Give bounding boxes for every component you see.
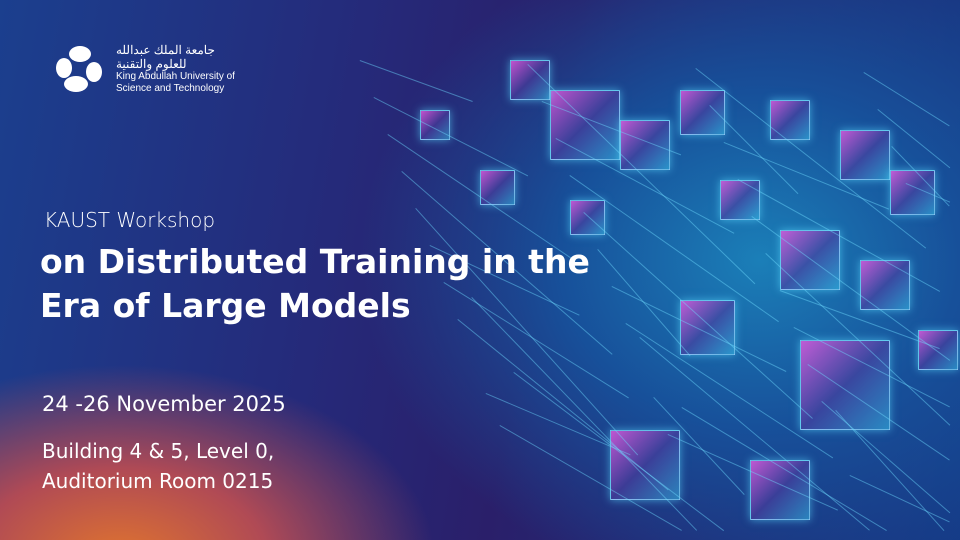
decorative-line xyxy=(471,296,698,531)
decorative-cube xyxy=(750,460,810,520)
kaust-logo: جامعة الملك عبدالله للعلوم والتقنية King… xyxy=(52,42,235,96)
kaust-emblem-icon xyxy=(56,46,102,92)
decorative-line xyxy=(359,60,473,102)
venue-line1: Building 4 & 5, Level 0, xyxy=(42,439,275,463)
event-venue: Building 4 & 5, Level 0, Auditorium Room… xyxy=(42,436,274,496)
title-line1: on Distributed Training in the xyxy=(40,242,590,281)
background-data-cubes-illustration xyxy=(320,0,960,540)
decorative-cube xyxy=(680,300,735,355)
decorative-cube xyxy=(918,330,958,370)
decorative-line xyxy=(695,68,927,249)
decorative-line xyxy=(863,72,950,127)
venue-line2: Auditorium Room 0215 xyxy=(42,469,274,493)
decorative-cube xyxy=(610,430,680,500)
decorative-cube xyxy=(890,170,935,215)
decorative-cube xyxy=(780,230,840,290)
logo-english-line2: Science and Technology xyxy=(116,83,225,94)
decorative-cube xyxy=(570,200,605,235)
event-title: on Distributed Training in the Era of La… xyxy=(40,240,640,328)
event-date: 24 -26 November 2025 xyxy=(42,392,286,416)
decorative-cube xyxy=(860,260,910,310)
logo-arabic-line2: للعلوم والتقنية xyxy=(116,57,187,71)
event-subtitle: KAUST Workshop xyxy=(44,208,216,232)
decorative-cube xyxy=(770,100,810,140)
decorative-cube xyxy=(510,60,550,100)
decorative-cube xyxy=(480,170,515,205)
logo-arabic-line1: جامعة الملك عبدالله xyxy=(116,43,215,57)
decorative-cube xyxy=(680,90,725,135)
decorative-cube xyxy=(420,110,450,140)
decorative-cube xyxy=(550,90,620,160)
logo-english-line1: King Abdullah University of xyxy=(116,71,235,82)
decorative-line xyxy=(373,97,529,177)
decorative-cube xyxy=(720,180,760,220)
decorative-cube xyxy=(800,340,890,430)
decorative-cube xyxy=(620,120,670,170)
decorative-cube xyxy=(840,130,890,180)
title-line2: Era of Large Models xyxy=(40,286,411,325)
